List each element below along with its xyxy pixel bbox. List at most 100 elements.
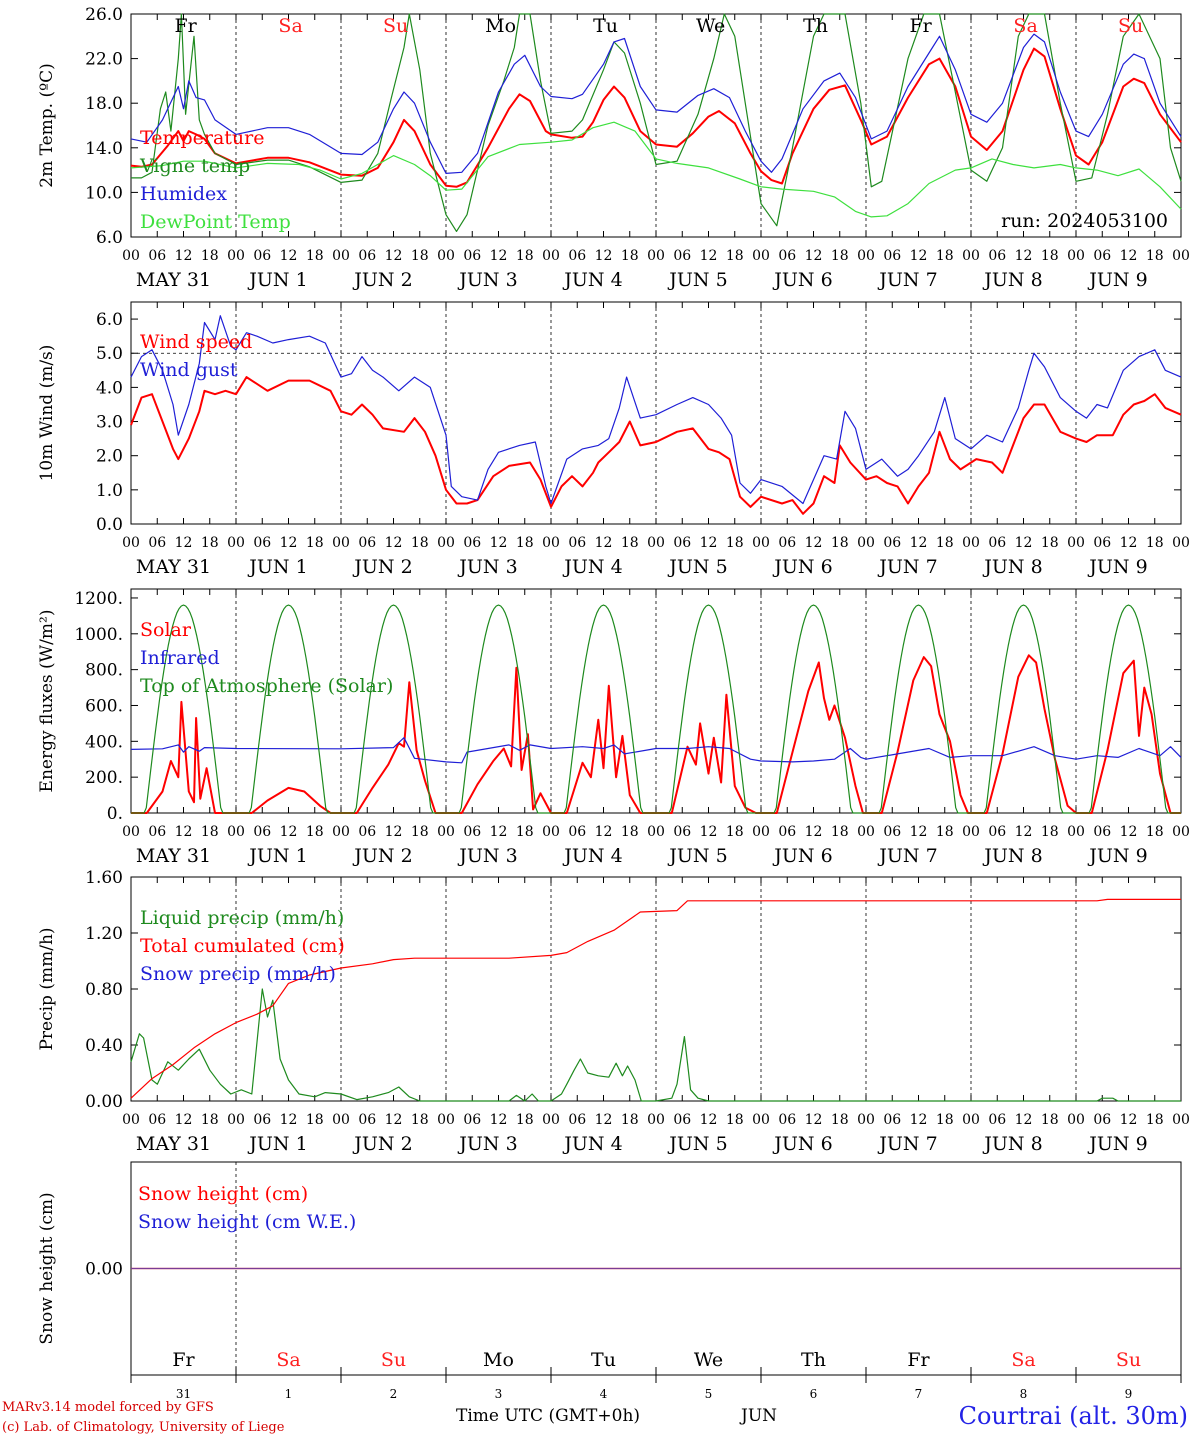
y-tick-label: 3.0 xyxy=(96,413,123,433)
series-line xyxy=(130,376,1182,515)
hour-label: 18 xyxy=(306,248,324,264)
hour-label: 06 xyxy=(253,824,271,840)
hour-label: 06 xyxy=(673,535,691,551)
weekday-label: Sa xyxy=(276,1349,300,1371)
hour-label: 00 xyxy=(122,824,140,840)
hour-label: 12 xyxy=(280,824,298,840)
hour-label: 06 xyxy=(463,1112,481,1128)
hour-label: 06 xyxy=(568,824,586,840)
series-line xyxy=(130,121,1182,218)
weekday-label: Fr xyxy=(174,15,197,37)
hour-label: 18 xyxy=(1146,535,1164,551)
day-number: 4 xyxy=(600,1387,608,1401)
hour-label: 12 xyxy=(700,1112,718,1128)
hour-label: 18 xyxy=(1041,824,1059,840)
hour-label: 12 xyxy=(280,535,298,551)
y-tick-label: 0.00 xyxy=(85,1092,123,1112)
date-label: JUN 3 xyxy=(457,1133,517,1155)
hour-label: 06 xyxy=(253,535,271,551)
y-tick-label: 0.0 xyxy=(96,515,123,535)
hour-label: 00 xyxy=(332,1112,350,1128)
y-tick-label: 10.0 xyxy=(85,183,123,203)
date-label: JUN 5 xyxy=(667,269,727,291)
date-label: JUN 1 xyxy=(247,845,307,867)
hour-label: 00 xyxy=(962,824,980,840)
hour-label: 06 xyxy=(358,824,376,840)
date-label: JUN 4 xyxy=(562,556,622,578)
hour-label: 12 xyxy=(385,1112,403,1128)
hour-label: 06 xyxy=(778,1112,796,1128)
hour-label: 12 xyxy=(805,1112,823,1128)
hour-label: 00 xyxy=(437,535,455,551)
hour-label: 18 xyxy=(1146,824,1164,840)
hour-label: 00 xyxy=(437,1112,455,1128)
hour-label: 12 xyxy=(385,248,403,264)
date-label: JUN 3 xyxy=(457,556,517,578)
weekday-label: We xyxy=(696,15,725,37)
hour-label: 06 xyxy=(883,248,901,264)
hour-label: 06 xyxy=(883,1112,901,1128)
hour-label: 06 xyxy=(358,248,376,264)
hour-label: 00 xyxy=(752,824,770,840)
date-label: JUN 5 xyxy=(667,556,727,578)
day-number: 31 xyxy=(176,1387,191,1401)
hour-label: 06 xyxy=(463,248,481,264)
legend-entry: DewPoint Temp xyxy=(140,211,291,233)
day-number: 8 xyxy=(1020,1387,1028,1401)
hour-label: 06 xyxy=(1093,535,1111,551)
hour-label: 00 xyxy=(332,824,350,840)
hour-label: 18 xyxy=(201,248,219,264)
hour-label: 06 xyxy=(673,248,691,264)
hour-label: 18 xyxy=(621,824,639,840)
hour-label: 18 xyxy=(726,535,744,551)
hour-label: 00 xyxy=(542,535,560,551)
hour-label: 12 xyxy=(490,535,508,551)
hour-label: 00 xyxy=(647,535,665,551)
hour-label: 18 xyxy=(1041,1112,1059,1128)
panel-5 xyxy=(130,1161,1182,1383)
legend-entry: Wind speed xyxy=(140,331,252,353)
hour-label: 00 xyxy=(1067,1112,1085,1128)
hour-label: 06 xyxy=(358,535,376,551)
date-label: JUN 2 xyxy=(352,1133,412,1155)
hour-label: 00 xyxy=(542,824,560,840)
date-label: JUN 2 xyxy=(352,556,412,578)
hour-label: 12 xyxy=(1015,535,1033,551)
hour-label: 18 xyxy=(726,824,744,840)
hour-label: 12 xyxy=(1120,535,1138,551)
hour-label: 12 xyxy=(490,1112,508,1128)
weekday-label: Th xyxy=(803,15,828,37)
panel-2 xyxy=(130,301,1182,525)
series-line xyxy=(131,13,1182,232)
hour-label: 12 xyxy=(910,248,928,264)
hour-label: 06 xyxy=(778,535,796,551)
hour-label: 18 xyxy=(936,824,954,840)
hour-label: 18 xyxy=(306,1112,324,1128)
hour-label: 18 xyxy=(621,248,639,264)
hour-label: 12 xyxy=(595,248,613,264)
series-line xyxy=(130,737,1182,764)
hour-label: 06 xyxy=(148,535,166,551)
hour-label: 12 xyxy=(1015,824,1033,840)
y-tick-label: 1.0 xyxy=(96,481,123,501)
date-label: JUN 9 xyxy=(1087,1133,1147,1155)
hour-label: 06 xyxy=(778,824,796,840)
hour-label: 18 xyxy=(1146,248,1164,264)
date-label: MAY 31 xyxy=(136,269,211,291)
hour-label: 18 xyxy=(516,248,534,264)
date-label: JUN 7 xyxy=(877,1133,937,1155)
hour-label: 18 xyxy=(1041,248,1059,264)
weekday-label: Mo xyxy=(485,15,516,37)
weekday-label: Fr xyxy=(909,15,932,37)
date-label: JUN 5 xyxy=(667,845,727,867)
hour-label: 06 xyxy=(778,248,796,264)
hour-label: 00 xyxy=(962,1112,980,1128)
hour-label: 18 xyxy=(831,248,849,264)
date-label: JUN 8 xyxy=(982,556,1042,578)
y-tick-label: 26.0 xyxy=(85,5,123,25)
hour-label: 12 xyxy=(700,248,718,264)
hour-label: 06 xyxy=(358,1112,376,1128)
weekday-label: Tu xyxy=(591,1349,616,1371)
hour-label: 12 xyxy=(1120,1112,1138,1128)
